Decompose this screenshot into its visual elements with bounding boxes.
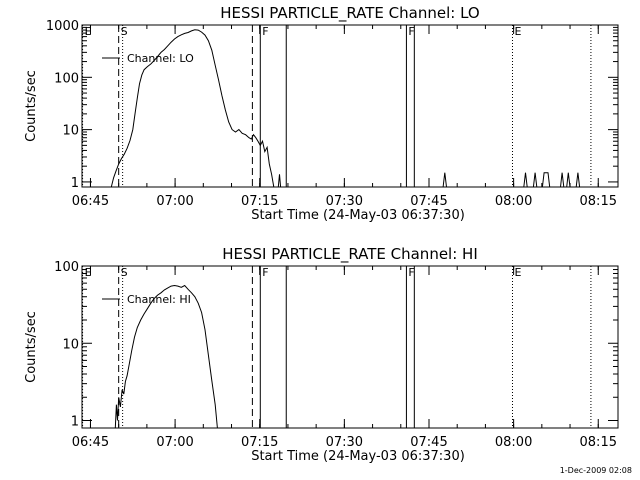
event-marker-label: E bbox=[514, 25, 521, 38]
y-tick-label: 100 bbox=[54, 71, 79, 86]
legend-label: Channel: HI bbox=[127, 293, 191, 306]
event-marker-label: F bbox=[408, 25, 414, 38]
x-tick-label: 08:15 bbox=[580, 435, 617, 450]
event-marker-label: F bbox=[262, 266, 268, 279]
x-tick-label: 08:00 bbox=[495, 435, 532, 450]
y-tick-label: 1000 bbox=[46, 19, 79, 34]
x-tick-label: 07:30 bbox=[326, 194, 363, 209]
series-line bbox=[110, 29, 275, 188]
chart-2-title: HESSI PARTICLE_RATE Channel: HI bbox=[222, 245, 478, 264]
chart-2: HESSI PARTICLE_RATE Channel: HI 06:45 07:0… bbox=[24, 245, 619, 464]
legend-label: Channel: LO bbox=[127, 52, 194, 65]
event-marker-label: E bbox=[85, 266, 92, 279]
x-tick-label: 07:00 bbox=[156, 435, 193, 450]
x-tick-label: 08:00 bbox=[495, 194, 532, 209]
y-tick-label: 10 bbox=[62, 337, 79, 352]
x-tick-label: 07:45 bbox=[410, 435, 447, 450]
y-tick-label: 1 bbox=[71, 415, 79, 430]
chart-2-ylabel: Counts/sec bbox=[24, 311, 39, 383]
x-tick-label: 07:00 bbox=[156, 194, 193, 209]
x-tick-label: 06:45 bbox=[72, 194, 109, 209]
x-tick-label: 07:15 bbox=[241, 435, 278, 450]
event-marker-label: S bbox=[121, 266, 128, 279]
x-tick-label: 08:15 bbox=[580, 194, 617, 209]
y-tick-label: 10 bbox=[62, 124, 79, 139]
x-tick-label: 07:15 bbox=[241, 194, 278, 209]
chart-2-frame bbox=[81, 265, 619, 429]
event-marker-label: F bbox=[408, 266, 414, 279]
footer-timestamp: 1-Dec-2009 02:08 bbox=[559, 466, 632, 475]
chart-1-xlabel: Start Time (24-May-03 06:37:30) bbox=[251, 208, 465, 223]
chart-2-xlabel: Start Time (24-May-03 06:37:30) bbox=[251, 449, 465, 464]
y-tick-label: 1 bbox=[71, 176, 79, 191]
event-marker-label: E bbox=[514, 266, 521, 279]
x-tick-label: 07:30 bbox=[326, 435, 363, 450]
x-tick-label: 06:45 bbox=[72, 435, 109, 450]
series-line bbox=[277, 172, 581, 188]
chart-1-title: HESSI PARTICLE_RATE Channel: LO bbox=[220, 4, 479, 23]
event-marker-label: E bbox=[85, 25, 92, 38]
x-tick-label: 07:45 bbox=[410, 194, 447, 209]
event-marker-label: F bbox=[262, 25, 268, 38]
chart-1-frame bbox=[81, 24, 619, 188]
y-tick-label: 100 bbox=[54, 260, 79, 275]
chart-1-ylabel: Counts/sec bbox=[24, 70, 39, 142]
series-line bbox=[114, 284, 218, 429]
event-marker-label: S bbox=[121, 25, 128, 38]
chart-1: HESSI PARTICLE_RATE Channel: LO 06:45 07:0… bbox=[24, 4, 619, 223]
